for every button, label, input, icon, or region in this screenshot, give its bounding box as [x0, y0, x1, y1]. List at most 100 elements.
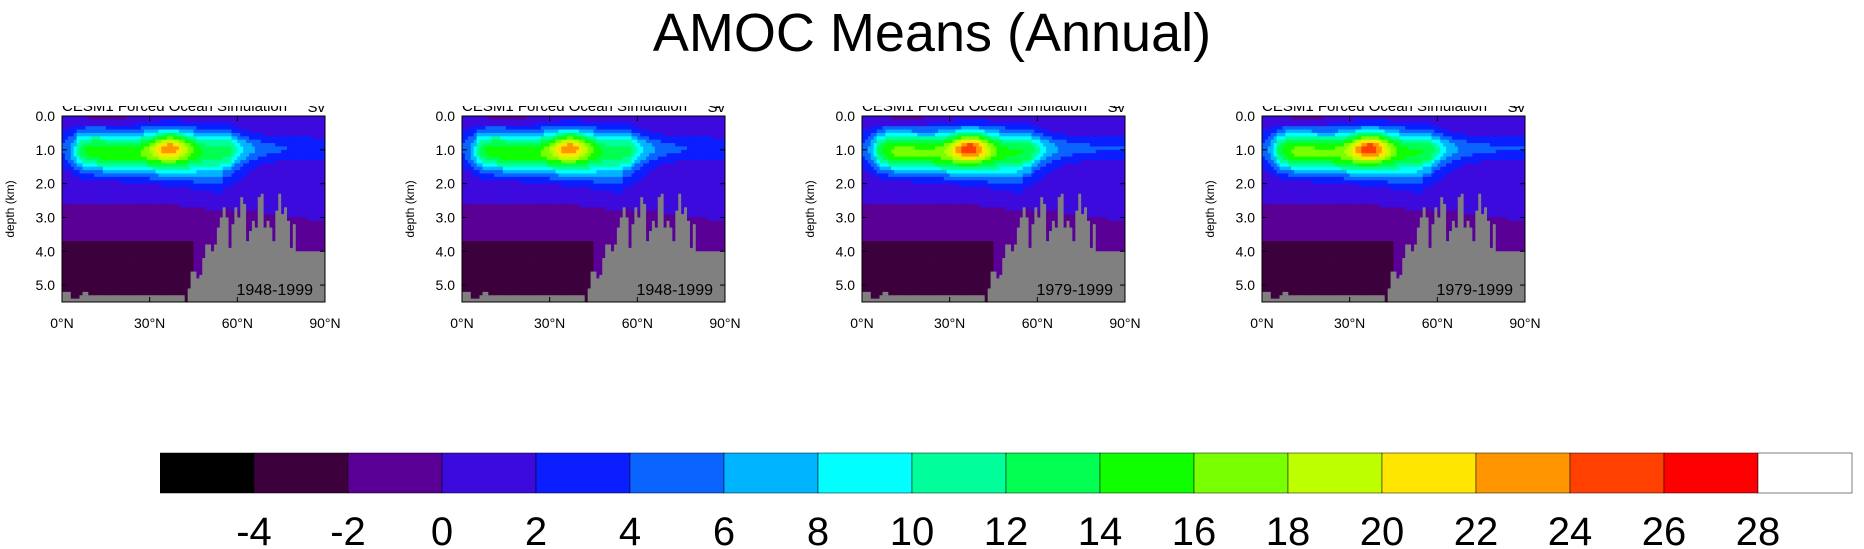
- field-cell: [108, 278, 113, 283]
- field-cell: [196, 214, 200, 218]
- field-cell: [137, 214, 142, 218]
- field-cell: [70, 156, 75, 161]
- field-cell: [137, 264, 142, 269]
- field-cell: [181, 224, 186, 228]
- field-cell: [64, 143, 69, 147]
- field-cell: [70, 224, 75, 228]
- field-cell: [228, 159, 232, 164]
- field-cell: [205, 129, 209, 134]
- field-cell: [243, 149, 247, 154]
- field-cell: [105, 268, 110, 272]
- field-cell: [295, 285, 300, 289]
- field-cell: [111, 268, 115, 272]
- field-cell: [85, 214, 89, 218]
- field-cell: [310, 274, 314, 279]
- field-cell: [99, 143, 104, 147]
- field-cell: [254, 230, 259, 235]
- field-cell: [246, 156, 250, 161]
- field-cell: [240, 180, 244, 185]
- field-cell: [219, 251, 224, 256]
- field-cell: [322, 126, 326, 130]
- field-cell: [135, 200, 139, 205]
- field-cell: [123, 210, 127, 215]
- field-cell: [64, 190, 69, 195]
- field-cell: [170, 258, 174, 262]
- field-cell: [129, 295, 133, 300]
- field-cell: [260, 153, 265, 157]
- field-cell: [79, 203, 83, 208]
- field-cell: [243, 207, 247, 212]
- field-cell: [94, 166, 98, 171]
- field-cell: [295, 163, 300, 168]
- field-cell: [132, 241, 136, 245]
- field-cell: [67, 143, 72, 147]
- field-cell: [135, 234, 139, 239]
- field-cell: [164, 156, 168, 161]
- field-cell: [94, 193, 98, 198]
- field-cell: [99, 187, 104, 191]
- field-cell: [120, 190, 124, 195]
- field-cell: [225, 220, 229, 225]
- field-cell: [234, 166, 238, 171]
- field-cell: [249, 261, 253, 266]
- field-cell: [120, 271, 124, 276]
- field-cell: [120, 278, 124, 283]
- field-cell: [310, 224, 314, 228]
- field-cell: [266, 237, 270, 242]
- field-cell: [278, 159, 282, 164]
- field-cell: [281, 187, 285, 191]
- field-cell: [82, 176, 86, 181]
- field-cell: [67, 190, 72, 195]
- field-cell: [295, 234, 300, 239]
- field-cell: [149, 143, 153, 147]
- field-cell: [322, 291, 326, 296]
- field-cell: [310, 180, 314, 185]
- field-cell: [205, 143, 209, 147]
- field-cell: [85, 298, 89, 303]
- field-cell: [237, 268, 241, 272]
- field-cell: [129, 288, 133, 293]
- field-cell: [462, 139, 466, 144]
- field-cell: [319, 224, 323, 228]
- field-cell: [155, 187, 159, 191]
- field-cell: [193, 230, 197, 235]
- field-cell: [161, 220, 165, 225]
- field-cell: [292, 230, 297, 235]
- field-cell: [117, 278, 121, 283]
- field-cell: [62, 122, 66, 127]
- field-cell: [234, 247, 238, 252]
- field-cell: [240, 298, 244, 303]
- field-cell: [284, 227, 288, 232]
- field-cell: [137, 159, 142, 164]
- field-cell: [281, 217, 285, 222]
- field-cell: [208, 254, 212, 259]
- field-cell: [219, 159, 224, 164]
- field-cell: [114, 220, 118, 225]
- field-cell: [97, 190, 101, 195]
- field-cell: [272, 217, 276, 222]
- field-cell: [161, 217, 165, 222]
- field-cell: [129, 210, 133, 215]
- field-cell: [99, 247, 104, 252]
- field-cell: [85, 149, 89, 154]
- field-cell: [208, 251, 212, 256]
- field-cell: [257, 271, 262, 276]
- field-cell: [292, 122, 297, 127]
- field-cell: [284, 173, 288, 178]
- field-cell: [257, 126, 262, 130]
- field-cell: [164, 220, 168, 225]
- field-cell: [304, 119, 308, 124]
- field-cell: [170, 132, 174, 137]
- field-cell: [117, 251, 121, 256]
- field-cell: [219, 180, 224, 185]
- field-cell: [234, 116, 238, 120]
- field-cell: [316, 116, 320, 120]
- field-cell: [205, 234, 209, 239]
- field-cell: [67, 285, 72, 289]
- field-cell: [301, 220, 305, 225]
- contour-panel-2: CESM1 Forced Ocean SimulationSv11948-199…: [403, 106, 741, 331]
- field-cell: [272, 251, 276, 256]
- field-cell: [289, 149, 294, 154]
- field-cell: [76, 193, 80, 198]
- field-cell: [196, 187, 200, 191]
